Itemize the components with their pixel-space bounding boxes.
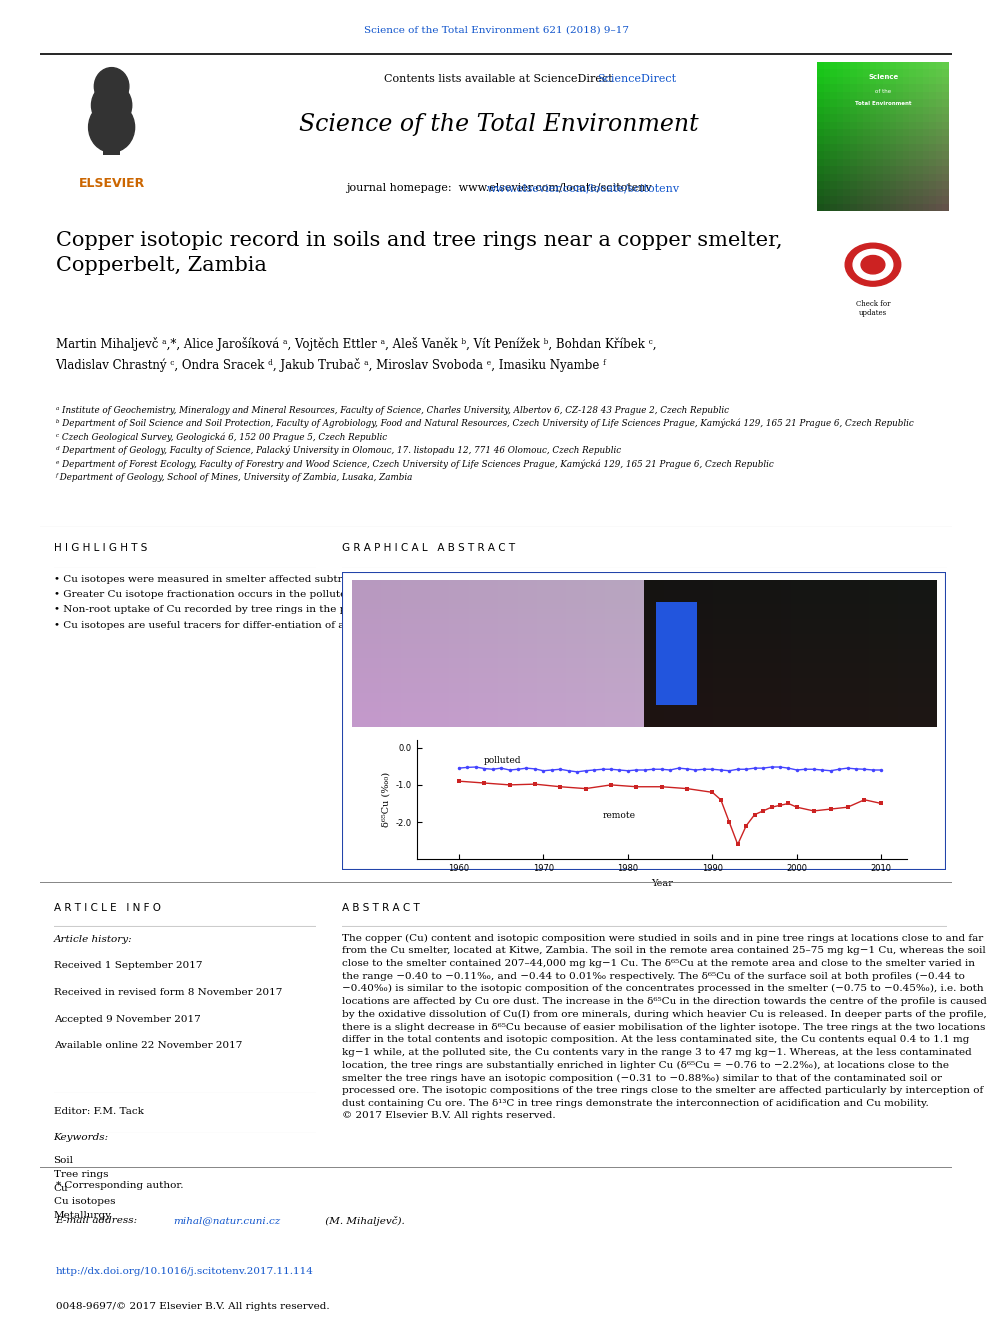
- Bar: [103, 132, 120, 155]
- Circle shape: [861, 255, 885, 274]
- Text: Received in revised form 8 November 2017: Received in revised form 8 November 2017: [54, 988, 282, 998]
- Circle shape: [88, 102, 135, 152]
- Text: A R T I C L E   I N F O: A R T I C L E I N F O: [54, 904, 161, 913]
- Text: Editor: F.M. Tack: Editor: F.M. Tack: [54, 1107, 144, 1117]
- Text: Science: Science: [868, 74, 899, 81]
- Text: mihal@natur.cuni.cz: mihal@natur.cuni.cz: [174, 1216, 281, 1225]
- Text: Keywords:: Keywords:: [54, 1134, 109, 1142]
- Text: The copper (Cu) content and isotopic composition were studied in soils and in pi: The copper (Cu) content and isotopic com…: [342, 934, 987, 1121]
- Text: Accepted 9 November 2017: Accepted 9 November 2017: [54, 1015, 200, 1024]
- X-axis label: Year: Year: [651, 878, 673, 888]
- Text: Science of the Total Environment 621 (2018) 9–17: Science of the Total Environment 621 (20…: [363, 26, 629, 34]
- Circle shape: [91, 83, 132, 127]
- Text: polluted: polluted: [484, 757, 522, 765]
- Text: * Corresponding author.: * Corresponding author.: [56, 1181, 184, 1191]
- Circle shape: [853, 249, 893, 280]
- Text: ᵃ Institute of Geochemistry, Mineralogy and Mineral Resources, Faculty of Scienc: ᵃ Institute of Geochemistry, Mineralogy …: [56, 406, 914, 482]
- Text: http://dx.doi.org/10.1016/j.scitotenv.2017.11.114: http://dx.doi.org/10.1016/j.scitotenv.20…: [56, 1267, 313, 1277]
- Text: (M. Mihaljevč).: (M. Mihaljevč).: [321, 1216, 405, 1226]
- Text: A B S T R A C T: A B S T R A C T: [342, 904, 420, 913]
- Text: Soil
Tree rings
Cu
Cu isotopes
Metallurgy: Soil Tree rings Cu Cu isotopes Metallurg…: [54, 1156, 115, 1220]
- Circle shape: [94, 67, 129, 106]
- Text: 0048-9697/© 2017 Elsevier B.V. All rights reserved.: 0048-9697/© 2017 Elsevier B.V. All right…: [56, 1302, 329, 1311]
- Text: Martin Mihaljevč ᵃ,*, Alice Jarošíková ᵃ, Vojtěch Ettler ᵃ, Aleš Vaněk ᵇ, Vít Pe: Martin Mihaljevč ᵃ,*, Alice Jarošíková ᵃ…: [56, 337, 656, 372]
- FancyBboxPatch shape: [821, 238, 925, 319]
- Text: of the: of the: [875, 89, 892, 94]
- Text: • Cu isotopes were measured in smelter affected subtropical soils and pine tree : • Cu isotopes were measured in smelter a…: [54, 576, 508, 630]
- Text: Received 1 September 2017: Received 1 September 2017: [54, 962, 202, 970]
- Text: journal homepage:  www.elsevier.com/locate/scitotenv: journal homepage: www.elsevier.com/locat…: [345, 183, 652, 193]
- Text: Contents lists available at ScienceDirect: Contents lists available at ScienceDirec…: [384, 74, 613, 83]
- Text: Science of the Total Environment: Science of the Total Environment: [299, 112, 698, 135]
- Text: www.elsevier.com/locate/scitotenv: www.elsevier.com/locate/scitotenv: [487, 183, 681, 193]
- Text: E-mail address:: E-mail address:: [56, 1216, 141, 1225]
- Text: ELSEVIER: ELSEVIER: [78, 177, 145, 191]
- Text: Total Environment: Total Environment: [855, 101, 912, 106]
- Text: updates: updates: [859, 310, 887, 318]
- Text: G R A P H I C A L   A B S T R A C T: G R A P H I C A L A B S T R A C T: [342, 544, 516, 553]
- Text: remote: remote: [602, 811, 636, 820]
- Y-axis label: δ⁶⁵Cu (‰₀): δ⁶⁵Cu (‰₀): [381, 773, 390, 827]
- Text: Article history:: Article history:: [54, 935, 132, 943]
- Text: ScienceDirect: ScienceDirect: [597, 74, 677, 83]
- Bar: [656, 602, 697, 705]
- Text: Check for: Check for: [856, 300, 890, 308]
- Text: Copper isotopic record in soils and tree rings near a copper smelter,
Copperbelt: Copper isotopic record in soils and tree…: [56, 232, 782, 275]
- Text: Available online 22 November 2017: Available online 22 November 2017: [54, 1041, 242, 1050]
- Text: H I G H L I G H T S: H I G H L I G H T S: [54, 544, 147, 553]
- Circle shape: [845, 243, 901, 286]
